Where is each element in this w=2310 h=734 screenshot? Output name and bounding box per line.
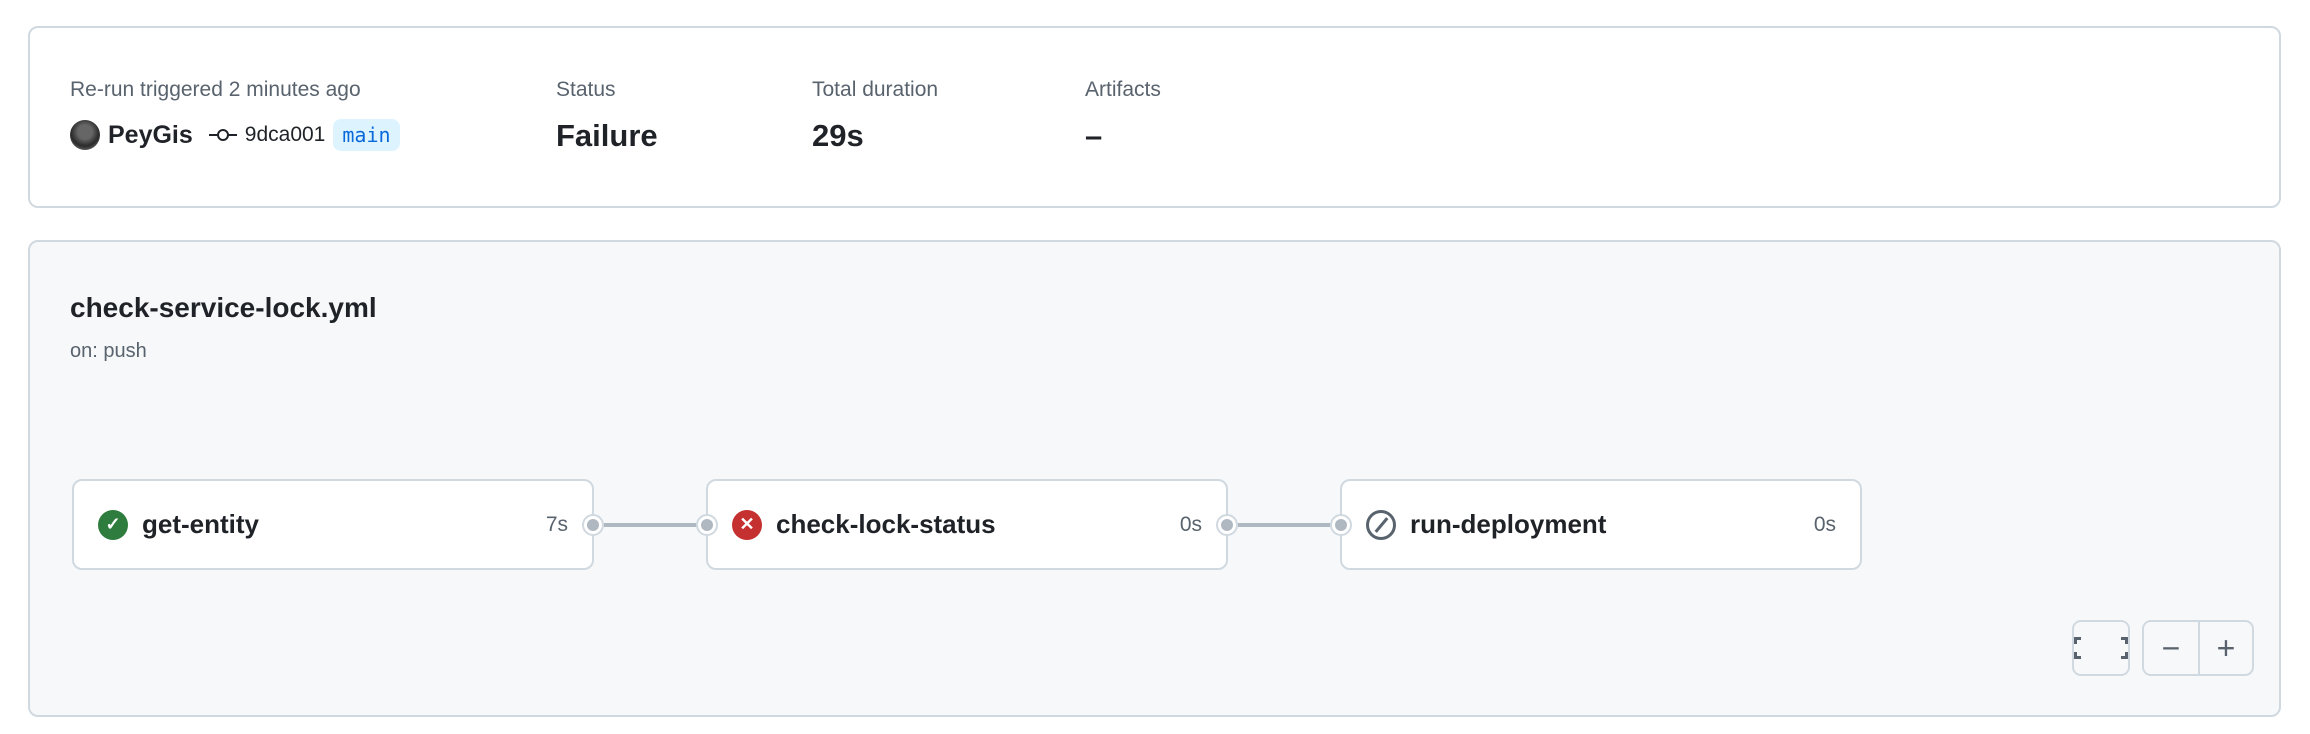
fullscreen-icon <box>2074 637 2128 659</box>
output-port <box>1216 514 1238 536</box>
output-port <box>582 514 604 536</box>
trigger-label: Re-run triggered 2 minutes ago <box>70 78 361 101</box>
workflow-file-title: check-service-lock.yml <box>70 292 377 323</box>
fullscreen-button[interactable] <box>2072 620 2130 676</box>
status-label: Status <box>556 78 616 101</box>
job-duration: 7s <box>545 512 568 536</box>
actor-link[interactable]: PeyGis <box>108 120 193 149</box>
input-port <box>696 514 718 536</box>
duration-column: Total duration 29s <box>812 76 938 158</box>
zoom-in-button[interactable]: + <box>2198 622 2252 674</box>
workflow-graph: check-service-lock.yml on: push ✓ get-en… <box>28 240 2281 717</box>
job-node-get-entity[interactable]: ✓ get-entity 7s <box>72 479 604 570</box>
job-node-check-lock-status[interactable]: ✕ check-lock-status 0s <box>696 479 1238 570</box>
input-port <box>1330 514 1352 536</box>
zoom-out-button[interactable]: − <box>2161 629 2181 666</box>
trigger-column: Re-run triggered 2 minutes ago PeyGis 9d… <box>70 76 400 154</box>
job-duration: 0s <box>1179 512 1202 536</box>
edge-connector <box>1238 523 1342 527</box>
zoom-controls: − + <box>2142 620 2254 676</box>
run-summary-card: Re-run triggered 2 minutes ago PeyGis 9d… <box>28 26 2281 208</box>
skip-icon <box>1366 509 1396 540</box>
job-name: run-deployment <box>1410 509 1607 539</box>
artifacts-value: – <box>1085 118 1103 153</box>
avatar[interactable] <box>70 120 100 150</box>
status-value: Failure <box>556 118 658 153</box>
commit-sha-link[interactable]: 9dca001 <box>244 123 326 146</box>
status-column: Status Failure <box>556 76 658 158</box>
job-node-run-deployment[interactable]: run-deployment 0s <box>1330 479 1862 570</box>
branch-badge[interactable]: main <box>333 119 400 151</box>
duration-value: 29s <box>812 118 864 153</box>
artifacts-label: Artifacts <box>1085 78 1161 101</box>
duration-label: Total duration <box>812 78 939 101</box>
job-name: check-lock-status <box>776 509 996 539</box>
artifacts-column: Artifacts – <box>1085 76 1161 158</box>
check-circle-icon: ✓ <box>98 509 128 540</box>
x-circle-icon: ✕ <box>732 509 762 540</box>
job-duration: 0s <box>1813 512 1836 536</box>
edge-connector <box>604 523 708 527</box>
workflow-trigger: on: push <box>70 340 147 362</box>
job-name: get-entity <box>142 509 259 539</box>
commit-icon <box>208 125 237 145</box>
